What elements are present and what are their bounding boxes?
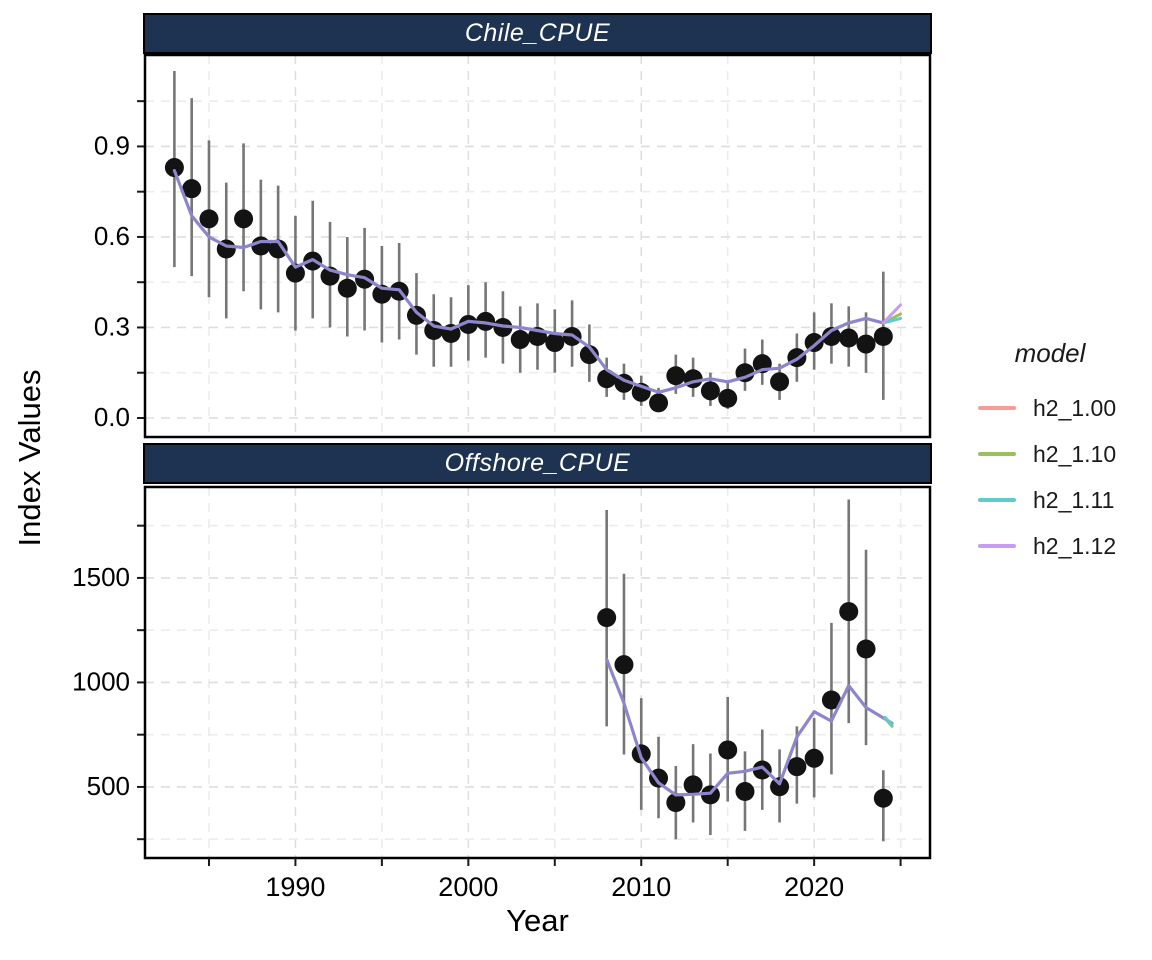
data-point bbox=[770, 777, 790, 797]
x-tick-label: 2000 bbox=[438, 872, 498, 902]
x-tick-label: 2020 bbox=[784, 872, 844, 902]
data-point bbox=[735, 782, 755, 802]
legend-key-line bbox=[978, 544, 1016, 548]
fit-line bbox=[172, 169, 885, 394]
data-point bbox=[424, 320, 444, 340]
data-point bbox=[649, 393, 669, 413]
panel-Chile_CPUE: 0.0 0.3 0.6 0.9 bbox=[94, 53, 932, 439]
data-point bbox=[510, 330, 530, 350]
data-point bbox=[199, 209, 219, 229]
data-point bbox=[285, 263, 305, 283]
data-point bbox=[337, 278, 357, 298]
data-point bbox=[700, 381, 720, 401]
data-point bbox=[787, 757, 807, 777]
legend-entry-label: h2_1.11 bbox=[1033, 486, 1115, 513]
y-tick-label: 1000 bbox=[72, 666, 130, 696]
legend-entries: h2_1.00 h2_1.10 h2_1.11 h2_1.12 bbox=[978, 385, 1138, 569]
legend-entry: h2_1.11 bbox=[978, 477, 1138, 523]
fit-tail-h2_1.11 bbox=[881, 316, 903, 325]
data-point bbox=[821, 327, 841, 347]
y-tick-label: 0.0 bbox=[94, 402, 130, 432]
data-point bbox=[234, 209, 254, 229]
panel-border bbox=[143, 485, 932, 860]
data-point bbox=[856, 639, 876, 659]
data-point bbox=[666, 366, 686, 386]
x-tick-label: 1990 bbox=[265, 872, 325, 902]
data-point bbox=[770, 372, 790, 392]
legend-entry: h2_1.00 bbox=[978, 385, 1138, 431]
y-axis-title: Index Values bbox=[12, 369, 47, 547]
panel-grid bbox=[145, 487, 930, 858]
data-point bbox=[718, 388, 738, 408]
data-point bbox=[839, 328, 859, 348]
legend-entry: h2_1.10 bbox=[978, 431, 1138, 477]
points bbox=[164, 158, 893, 413]
legend-title: model bbox=[1014, 338, 1086, 368]
data-point bbox=[579, 345, 599, 365]
fit-tail-h2_1.12 bbox=[881, 303, 903, 325]
data-point bbox=[821, 690, 841, 710]
y-tick-label: 0.9 bbox=[94, 130, 130, 160]
legend-entry: h2_1.12 bbox=[978, 523, 1138, 569]
data-point bbox=[856, 334, 876, 354]
data-point bbox=[268, 239, 288, 259]
x-axis-title: Year bbox=[506, 903, 569, 938]
legend-key-line bbox=[978, 452, 1016, 456]
data-point bbox=[718, 740, 738, 760]
data-point bbox=[597, 608, 617, 628]
legend-entry-label: h2_1.10 bbox=[1033, 440, 1117, 467]
data-point bbox=[873, 327, 893, 347]
data-point bbox=[666, 793, 686, 813]
fit-line bbox=[605, 657, 894, 797]
legend-entry-label: h2_1.00 bbox=[1033, 394, 1117, 421]
fit-tail-h2_1.11 bbox=[883, 715, 894, 727]
data-point bbox=[804, 748, 824, 768]
y-tick-label: 0.6 bbox=[94, 221, 130, 251]
data-point bbox=[752, 760, 772, 780]
data-point bbox=[251, 236, 271, 256]
x-ticks bbox=[207, 858, 902, 866]
y-ticks bbox=[137, 100, 145, 419]
data-point bbox=[614, 655, 634, 675]
x-tick-label: 2010 bbox=[611, 872, 671, 902]
legend-key-line bbox=[978, 498, 1016, 502]
data-point bbox=[839, 602, 859, 622]
y-tick-label: 1500 bbox=[72, 562, 130, 592]
data-point bbox=[182, 179, 202, 199]
data-point bbox=[458, 314, 478, 334]
data-point bbox=[873, 788, 893, 808]
panel-border bbox=[143, 53, 932, 439]
data-point bbox=[683, 775, 703, 795]
data-point bbox=[164, 158, 184, 178]
panel-Offshore_CPUE: 500 1000 1500 bbox=[72, 485, 932, 860]
facet-strip-chile-cpue: Chile_CPUE bbox=[143, 13, 932, 54]
legend: model h2_1.00 h2_1.10 h2_1.11 h2_1.12 bbox=[978, 336, 1138, 569]
data-point bbox=[406, 305, 426, 325]
facet-strip-label: Chile_CPUE bbox=[464, 19, 611, 47]
data-point bbox=[545, 333, 565, 353]
y-tick-label: 500 bbox=[87, 771, 130, 801]
legend-entry-label: h2_1.12 bbox=[1033, 532, 1117, 559]
y-tick-label: 0.3 bbox=[94, 311, 130, 341]
facet-strip-label: Offshore_CPUE bbox=[444, 449, 631, 477]
y-ticks bbox=[137, 524, 145, 841]
data-point bbox=[804, 333, 824, 353]
legend-key-line bbox=[978, 406, 1016, 410]
facet-strip-offshore-cpue: Offshore_CPUE bbox=[143, 443, 932, 484]
